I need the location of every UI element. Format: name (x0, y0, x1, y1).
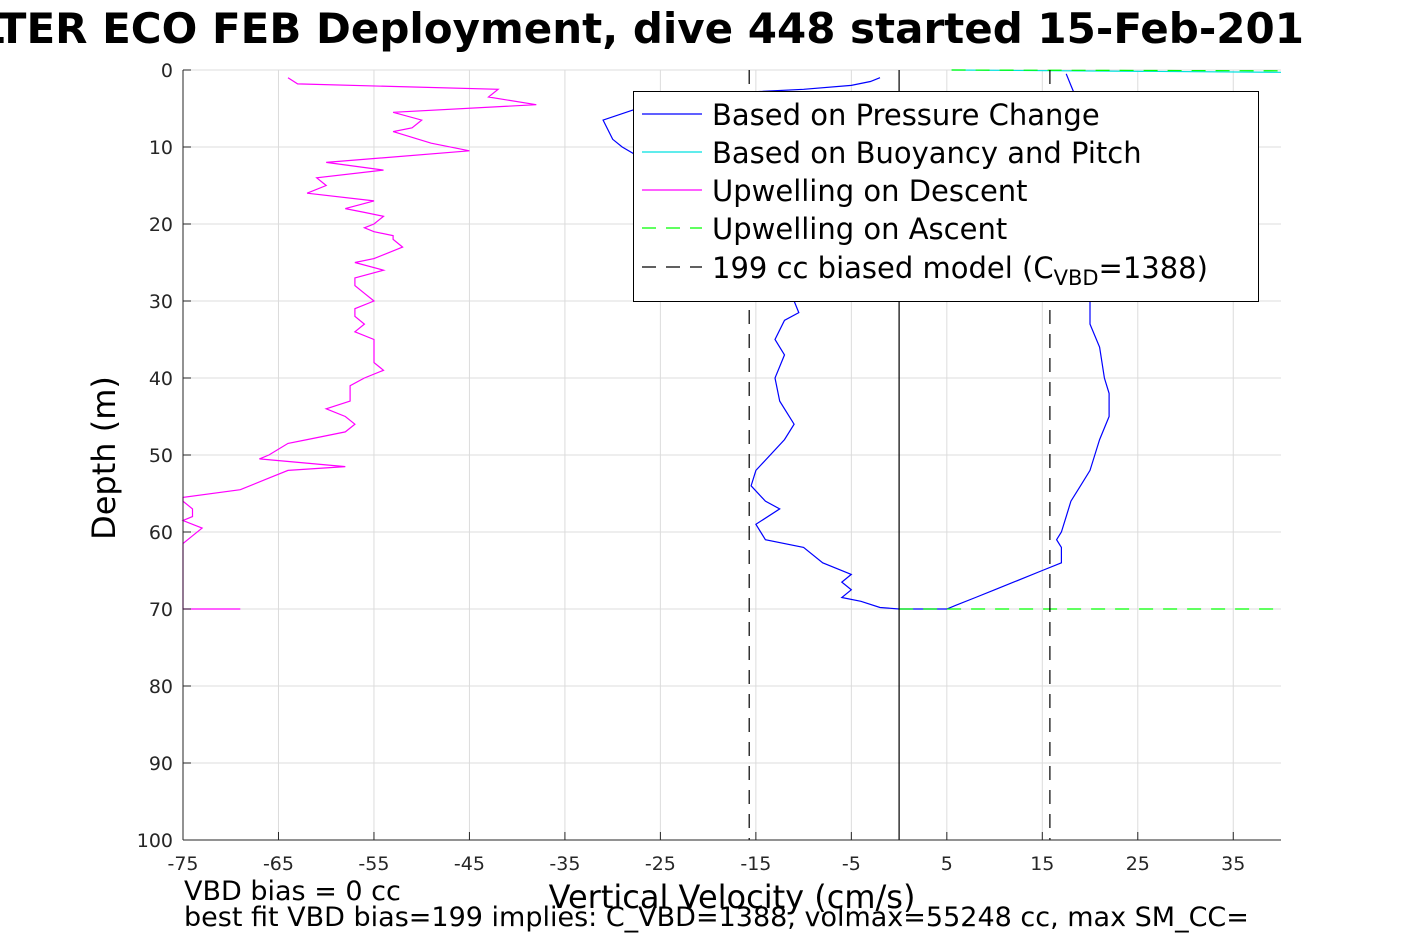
legend-label: Upwelling on Descent (712, 174, 1028, 208)
y-tick-label: 0 (161, 60, 173, 82)
legend-label: Upwelling on Ascent (712, 212, 1008, 246)
series-line (181, 77, 537, 610)
series-line (951, 69, 1282, 72)
vbd-bias-note: VBD bias = 0 cc (184, 876, 401, 907)
legend-label: Based on Buoyancy and Pitch (712, 136, 1142, 170)
chart-legend: Based on Pressure Change Based on Buoyan… (633, 91, 1259, 302)
y-tick-label: 80 (149, 676, 173, 698)
legend-entry-buoyancy-pitch: Based on Buoyancy and Pitch (634, 134, 1258, 172)
legend-entry-pressure-change: Based on Pressure Change (634, 96, 1258, 134)
y-tick-label: 70 (149, 599, 173, 621)
x-tick-label: -25 (645, 853, 676, 875)
y-tick-label: 90 (149, 753, 173, 775)
y-tick-label: 100 (137, 830, 173, 852)
y-tick-label: 40 (149, 368, 173, 390)
chart-title: LTER ECO FEB Deployment, dive 448 starte… (0, 4, 1304, 53)
y-tick-label: 60 (149, 522, 173, 544)
x-tick-label: 5 (941, 853, 953, 875)
legend-label: 199 cc biased model (CVBD=1388) (712, 251, 1208, 290)
y-axis-label: Depth (m) (85, 376, 123, 540)
x-tick-label: 15 (1030, 853, 1054, 875)
x-tick-label: -75 (167, 853, 198, 875)
x-tick-label: -55 (358, 853, 389, 875)
y-tick-label: 10 (149, 137, 173, 159)
legend-label: Based on Pressure Change (712, 98, 1100, 132)
best-fit-note: best fit VBD bias=199 implies: C_VBD=138… (184, 902, 1249, 933)
x-tick-label: -15 (740, 853, 771, 875)
x-tick-label: 35 (1221, 853, 1245, 875)
x-tick-label: 25 (1126, 853, 1150, 875)
legend-entry-upwelling-ascent: Upwelling on Ascent (634, 210, 1258, 248)
series-line (602, 77, 900, 610)
y-tick-label: 50 (149, 445, 173, 467)
y-tick-label: 30 (149, 291, 173, 313)
x-tick-label: -5 (842, 853, 861, 875)
x-tick-label: -65 (263, 853, 294, 875)
legend-entry-biased-model: 199 cc biased model (CVBD=1388) (634, 249, 1258, 290)
legend-entry-upwelling-descent: Upwelling on Descent (634, 172, 1258, 210)
x-tick-label: -35 (549, 853, 580, 875)
x-tick-label: -45 (454, 853, 485, 875)
y-tick-label: 20 (149, 214, 173, 236)
x-axis-label: Vertical Velocity (cm/s) (548, 878, 916, 916)
